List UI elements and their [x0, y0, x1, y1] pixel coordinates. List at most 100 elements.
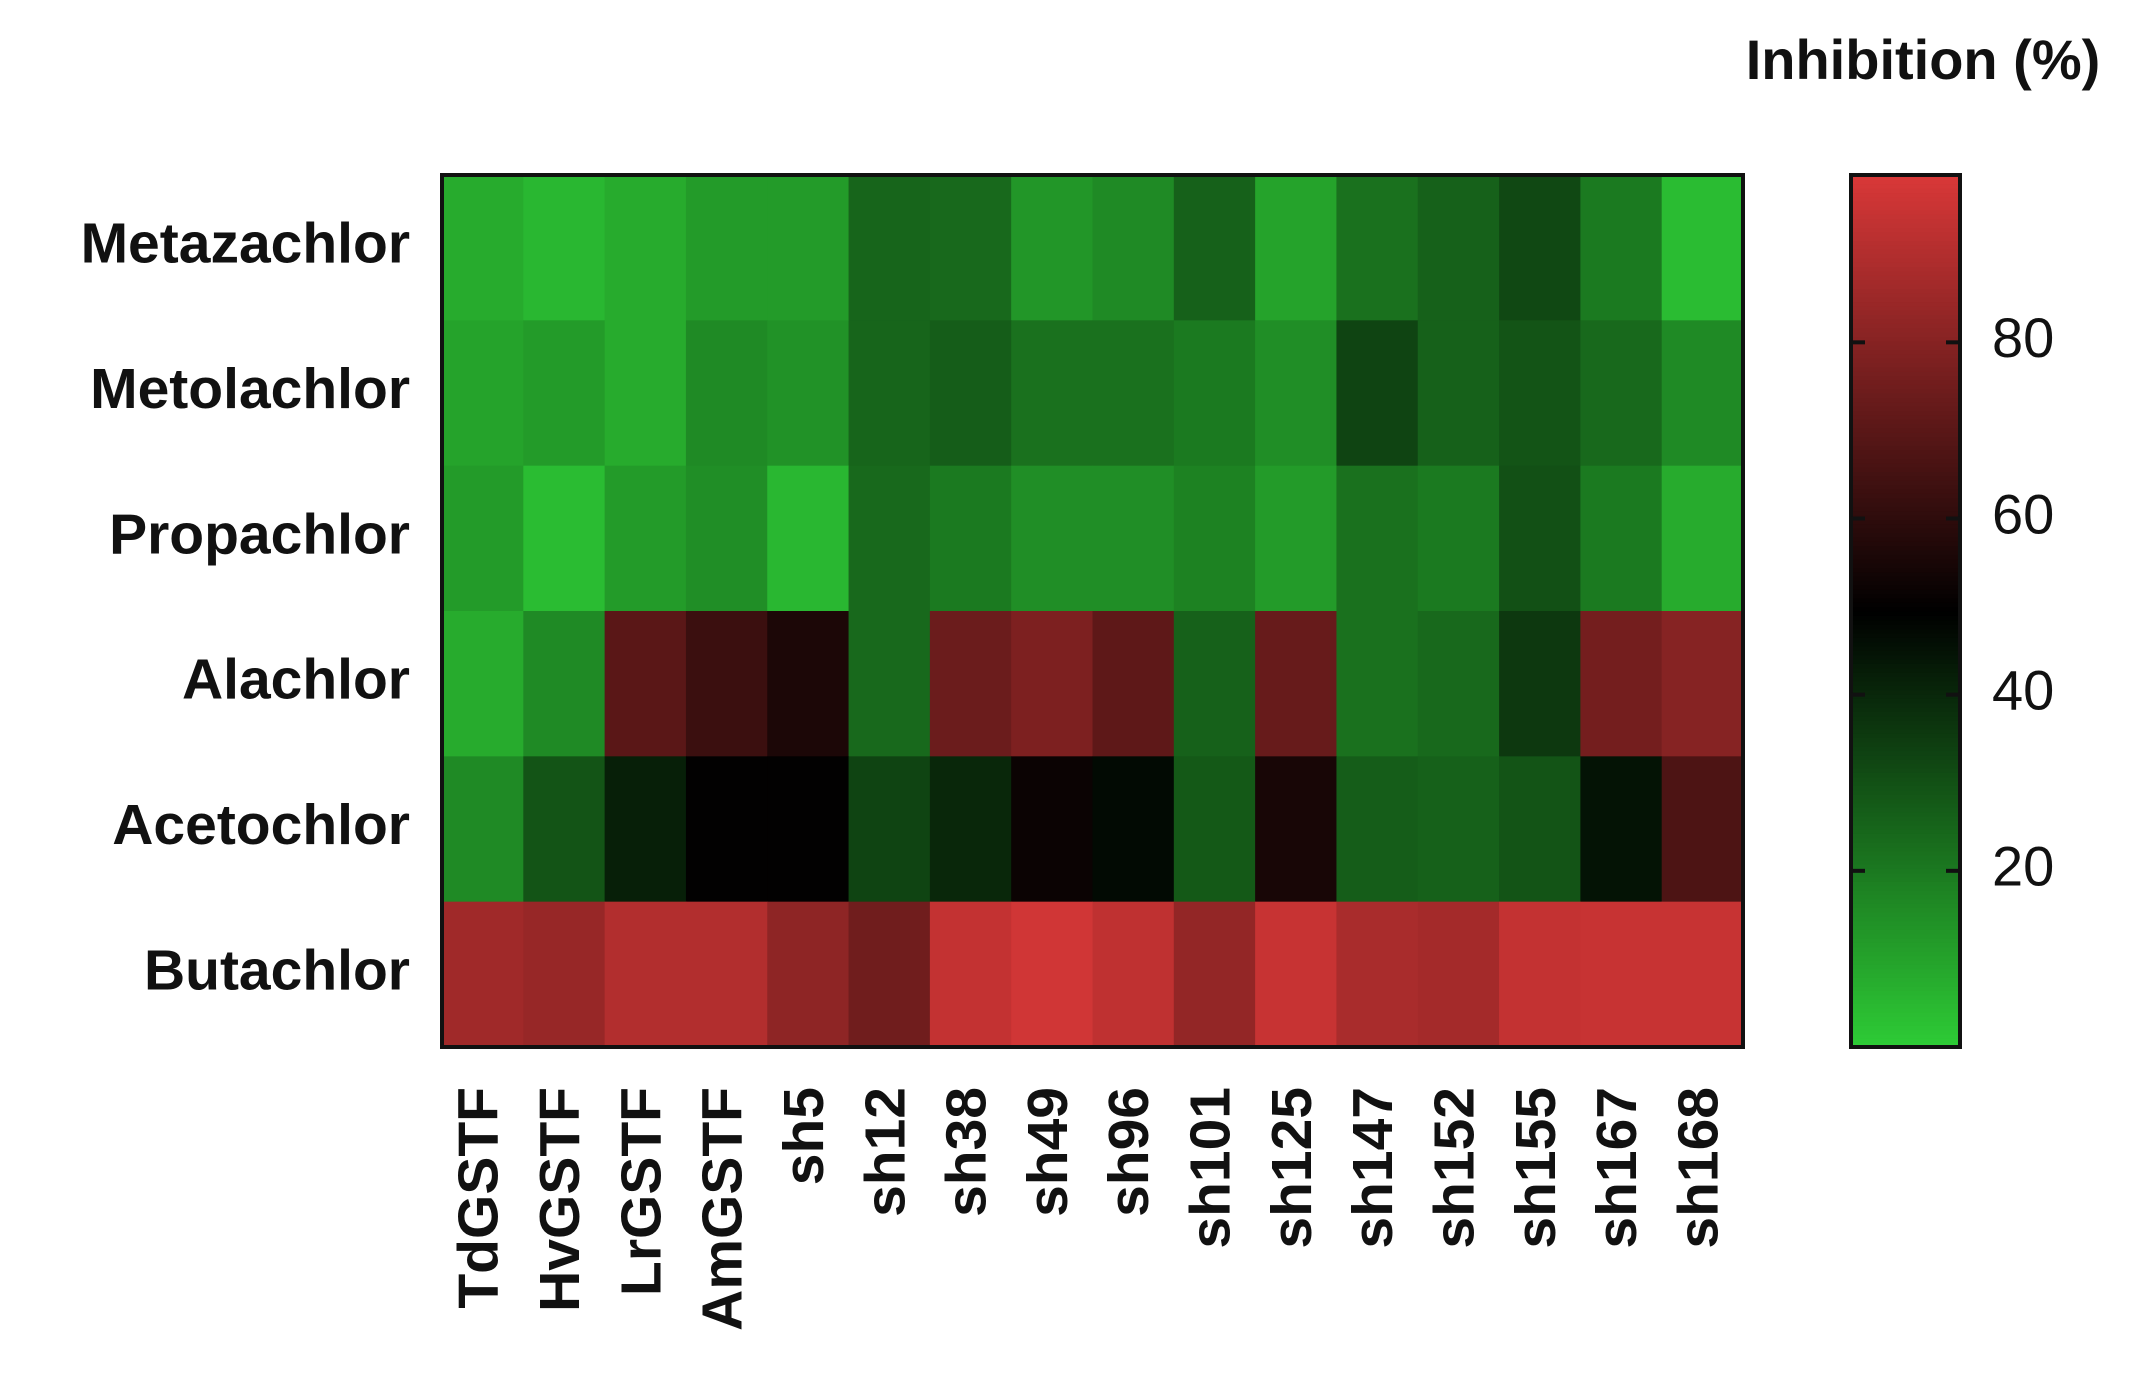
colorbar-segment: [1851, 628, 1960, 634]
heatmap-cell: [1336, 320, 1419, 467]
heatmap-cell: [523, 611, 606, 757]
colorbar-segment: [1851, 720, 1960, 725]
colorbar-segment: [1851, 384, 1960, 390]
heatmap-cell: [1417, 320, 1500, 467]
colorbar-segment: [1851, 292, 1960, 298]
y-tick-label: Acetochlor: [112, 793, 410, 857]
colorbar-segment: [1851, 488, 1960, 494]
colorbar-segment: [1851, 462, 1960, 468]
heatmap-cell: [1011, 901, 1093, 1048]
heatmap-cell: [1499, 611, 1581, 757]
x-tick-label: AmGSTF: [691, 1087, 755, 1331]
colorbar-segment: [1851, 929, 1960, 935]
colorbar-segment: [1851, 999, 1960, 1004]
colorbar-segment: [1851, 1025, 1960, 1031]
heatmap-cell: [1661, 320, 1744, 467]
colorbar-segment: [1851, 763, 1960, 769]
colorbar-segment: [1851, 611, 1960, 616]
colorbar-segment: [1851, 366, 1960, 372]
colorbar-segment: [1851, 440, 1960, 446]
colorbar-segment: [1851, 837, 1960, 843]
colorbar-tick-label: 80: [1992, 306, 2054, 369]
colorbar-segment: [1851, 894, 1960, 900]
heatmap-cell: [848, 175, 931, 321]
colorbar-segment: [1851, 964, 1960, 970]
colorbar-segment: [1851, 362, 1960, 368]
colorbar-segment: [1851, 218, 1960, 224]
colorbar-segment: [1851, 310, 1960, 316]
colorbar-segment: [1851, 214, 1960, 220]
colorbar-segment: [1851, 240, 1960, 246]
colorbar-segment: [1851, 942, 1960, 948]
colorbar-segment: [1851, 685, 1960, 691]
colorbar-segment: [1851, 523, 1960, 529]
heatmap-cell: [848, 465, 931, 612]
colorbar-segment: [1851, 924, 1960, 930]
colorbar-segment: [1851, 196, 1960, 202]
colorbar-segment: [1851, 371, 1960, 377]
colorbar-segment: [1851, 680, 1960, 686]
colorbar-segment: [1851, 401, 1960, 407]
colorbar-segment: [1851, 449, 1960, 455]
heatmap-cell: [1011, 756, 1093, 903]
colorbar-segment: [1851, 284, 1960, 289]
colorbar-segment: [1851, 802, 1960, 808]
colorbar-segment: [1851, 515, 1960, 521]
colorbar-segment: [1851, 811, 1960, 817]
colorbar-segment: [1851, 436, 1960, 442]
colorbar-segment: [1851, 972, 1960, 978]
colorbar-segment: [1851, 1029, 1960, 1035]
colorbar-border: [1849, 173, 1962, 1049]
heatmap-cell: [929, 465, 1012, 612]
colorbar-segment: [1851, 379, 1960, 385]
colorbar-segment: [1851, 977, 1960, 983]
heatmap-cell: [1417, 465, 1500, 612]
colorbar-segment: [1851, 475, 1960, 481]
colorbar-segment: [1851, 545, 1960, 551]
heatmap-cell: [523, 465, 606, 612]
heatmap-cell: [1417, 175, 1500, 321]
colorbar-segment: [1851, 519, 1960, 525]
heatmap-cell: [1011, 465, 1093, 612]
colorbar-segment: [1851, 829, 1960, 834]
heatmap-cell: [1011, 175, 1093, 321]
heatmap-cell: [604, 175, 687, 321]
colorbar-segment: [1851, 584, 1960, 590]
colorbar-segment: [1851, 724, 1960, 730]
colorbar-segment: [1851, 318, 1960, 324]
colorbar-title: Inhibition (%): [1746, 28, 2101, 91]
colorbar-segment: [1851, 824, 1960, 830]
heatmap-cell: [929, 611, 1012, 757]
heatmap-cell: [1092, 465, 1175, 612]
colorbar-segment: [1851, 946, 1960, 952]
heatmap-cell: [1255, 611, 1337, 757]
colorbar-segment: [1851, 672, 1960, 677]
heatmap-cell: [848, 901, 931, 1048]
heatmap-cell: [442, 901, 524, 1048]
heatmap-cell: [848, 756, 931, 903]
heatmap-cell: [1255, 320, 1337, 467]
colorbar-segment: [1851, 663, 1960, 669]
colorbar-segment: [1851, 689, 1960, 695]
colorbar-segment: [1851, 615, 1960, 621]
heatmap-cell: [848, 320, 931, 467]
colorbar-segment: [1851, 589, 1960, 595]
colorbar-segment: [1851, 432, 1960, 438]
x-tick-label: sh152: [1422, 1087, 1486, 1249]
plot-border: [440, 173, 1745, 1049]
heatmap-cell: [604, 320, 687, 467]
colorbar-segment: [1851, 876, 1960, 882]
colorbar-segment: [1851, 850, 1960, 856]
colorbar-tick-label: 40: [1992, 658, 2054, 721]
colorbar-segment: [1851, 807, 1960, 813]
colorbar-segment: [1851, 563, 1960, 568]
colorbar-segment: [1851, 920, 1960, 926]
colorbar-segment: [1851, 711, 1960, 717]
heatmap-cell: [767, 611, 850, 757]
colorbar-segment: [1851, 528, 1960, 534]
heatmap-cell: [767, 320, 850, 467]
colorbar-segment: [1851, 741, 1960, 747]
heatmap-cell: [929, 901, 1012, 1048]
colorbar-tick-label: 20: [1992, 835, 2054, 898]
